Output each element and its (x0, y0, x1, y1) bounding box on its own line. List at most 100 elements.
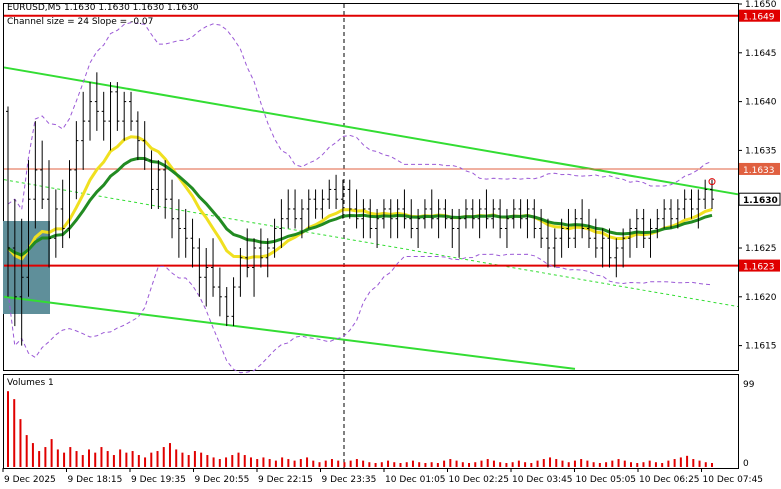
candle (33, 121, 38, 229)
candle (94, 72, 99, 131)
candle (368, 199, 373, 239)
candle (559, 218, 564, 258)
candle (409, 199, 414, 239)
y-tick-label: 1.1620 (745, 293, 777, 303)
candle (47, 160, 52, 268)
candle (183, 208, 188, 258)
candle (115, 82, 120, 131)
candle (375, 208, 380, 248)
candle (675, 199, 680, 229)
candle (566, 208, 571, 248)
candle (135, 111, 140, 161)
candle (463, 199, 468, 229)
candle (231, 277, 236, 327)
candle (211, 238, 216, 297)
current-price-box (738, 192, 781, 206)
candle (142, 121, 147, 170)
candle (395, 199, 400, 239)
candle (668, 199, 673, 229)
candle (101, 91, 106, 141)
price-level-box (739, 162, 780, 175)
candle (504, 208, 509, 248)
price-level-box (739, 9, 780, 22)
candle (545, 218, 550, 268)
candle (60, 179, 65, 248)
candle (381, 199, 386, 229)
price-level-label: 1.1649 (743, 13, 775, 23)
candle (299, 199, 304, 239)
candle (429, 189, 434, 229)
candle (703, 179, 708, 209)
candle (224, 287, 229, 327)
candle (347, 179, 352, 219)
x-tick-label: 10 Dec 02:25 (449, 475, 510, 485)
candle (53, 189, 58, 258)
x-tick-label: 9 Dec 19:35 (131, 475, 186, 485)
channel-middle-line (3, 179, 739, 308)
candle (484, 189, 489, 229)
candle (163, 160, 168, 219)
candle (286, 189, 291, 229)
x-tick-label: 10 Dec 05:05 (576, 475, 637, 485)
candle (252, 238, 257, 297)
candle (388, 199, 393, 239)
y-tick-label: 1.1650 (745, 0, 777, 10)
channel-lower-line (3, 295, 576, 370)
y-tick-label: 1.1645 (745, 49, 777, 59)
candle (122, 91, 127, 141)
candle (648, 218, 653, 258)
candle (498, 199, 503, 239)
x-tick-label: 9 Dec 18:15 (68, 475, 123, 485)
volume-pane-title: Volumes 1 (7, 378, 54, 388)
channel-info: Channel size = 24 Slope = -0.07 (7, 17, 154, 27)
candle (149, 150, 154, 209)
candle (320, 189, 325, 219)
candle (176, 199, 181, 258)
candle (402, 189, 407, 229)
candle (204, 248, 209, 307)
candle (600, 228, 605, 268)
candle (258, 228, 263, 268)
candle (265, 238, 270, 278)
candle (279, 199, 284, 248)
candle (190, 218, 195, 268)
x-tick-label: 10 Dec 03:45 (512, 475, 573, 485)
candle (593, 218, 598, 258)
current-bar-marker (708, 178, 716, 186)
x-tick-label: 9 Dec 22:15 (258, 475, 313, 485)
x-tick-label: 9 Dec 2025 (4, 475, 56, 485)
candle (354, 189, 359, 229)
candle (662, 199, 667, 229)
candle (525, 199, 530, 239)
x-tick-label: 10 Dec 07:45 (703, 475, 764, 485)
volume-y-tick-label: 99 (743, 380, 755, 390)
moving-average-green (7, 156, 713, 257)
candle (416, 208, 421, 248)
candle (682, 189, 687, 219)
candle (327, 179, 332, 209)
candle (607, 228, 612, 268)
moving-average-yellow (6, 135, 713, 261)
candle (532, 199, 537, 239)
candle (334, 174, 339, 209)
candle (40, 140, 45, 209)
candle (580, 199, 585, 239)
candle (26, 160, 31, 297)
candle (436, 199, 441, 239)
candle (614, 238, 619, 278)
candle (450, 208, 455, 248)
candle (74, 121, 79, 200)
candle (470, 199, 475, 229)
bollinger-lower-band (7, 253, 713, 374)
candle (573, 208, 578, 248)
candle (477, 199, 482, 239)
candle (655, 208, 660, 239)
candle (586, 208, 591, 248)
candle (511, 199, 516, 229)
candle (696, 189, 701, 229)
candle (457, 208, 462, 258)
candle (491, 199, 496, 229)
candle (340, 179, 345, 219)
candle (6, 106, 10, 297)
